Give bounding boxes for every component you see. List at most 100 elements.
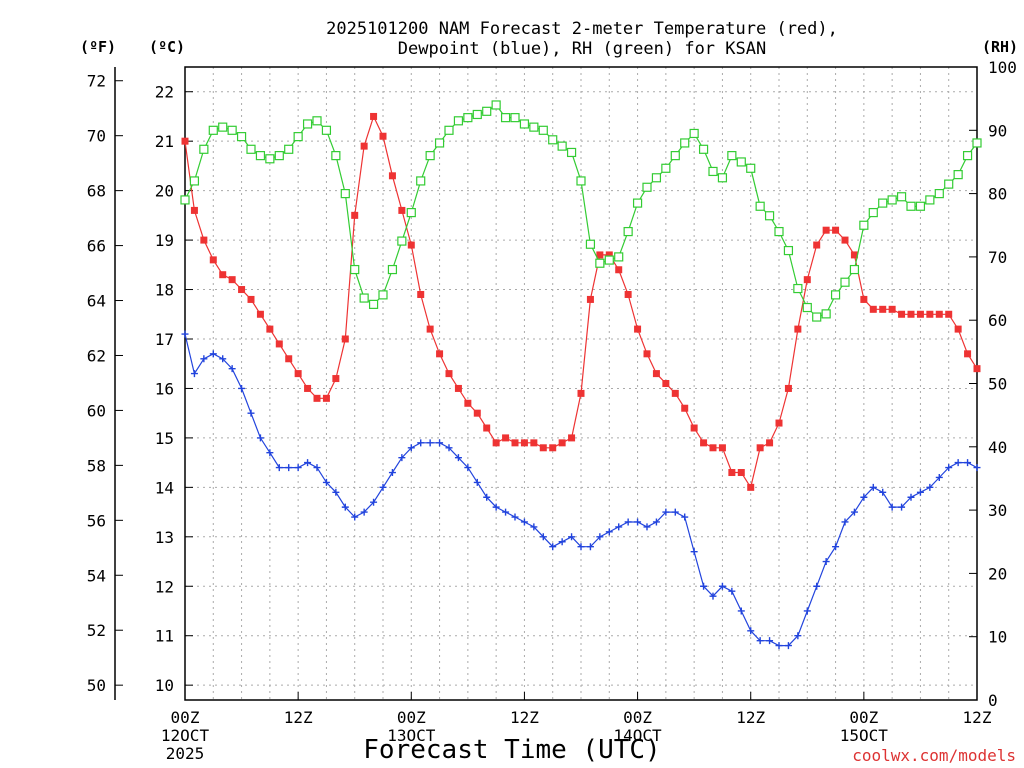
fahrenheit-tick-label: 66 — [87, 237, 106, 256]
rh-point — [453, 116, 464, 126]
celsius-tick-label: 18 — [155, 281, 174, 300]
rh-point — [859, 220, 869, 230]
temperature-point — [436, 350, 444, 358]
temperature-point — [539, 444, 547, 452]
dewpoint-point — [832, 543, 840, 551]
dewpoint-point — [304, 459, 312, 467]
rh-point — [510, 113, 520, 123]
rh-point — [878, 198, 888, 208]
dewpoint-point — [728, 587, 736, 595]
temperature-point — [832, 226, 840, 234]
dewpoint-point — [285, 464, 293, 472]
rh-point — [972, 138, 982, 148]
dewpoint-point — [473, 478, 481, 486]
rh-point — [416, 176, 426, 186]
rh-point — [717, 173, 728, 183]
celsius-tick-label: 17 — [155, 330, 174, 349]
temperature-point — [709, 444, 717, 452]
rh-point — [689, 128, 699, 139]
unit-label-rh: (RH) — [982, 38, 1018, 56]
rh-point — [359, 293, 369, 303]
rh-point — [840, 277, 850, 287]
celsius-tick-label: 21 — [155, 132, 174, 151]
temperature-point — [916, 310, 924, 318]
dewpoint-point — [209, 350, 217, 358]
dewpoint-point — [256, 434, 264, 442]
dewpoint-point — [454, 454, 462, 462]
rh-tick-label: 100 — [988, 58, 1017, 77]
temperature-point — [671, 389, 679, 397]
temperature-point — [860, 295, 868, 303]
unit-label-celsius: (ºC) — [149, 38, 185, 56]
temperature-point — [747, 483, 755, 491]
series-group-2 — [180, 100, 982, 322]
temperature-point — [549, 444, 557, 452]
temperature-point — [181, 137, 189, 145]
dewpoint-point — [624, 518, 632, 526]
dewpoint-point — [879, 488, 887, 496]
dewpoint-point — [700, 582, 708, 590]
rh-point — [830, 290, 841, 300]
rh-point — [585, 239, 596, 249]
temperature-point — [568, 434, 576, 442]
temperature-point — [869, 305, 877, 313]
rh-point — [746, 163, 756, 173]
x-axis-label: Forecast Time (UTC) — [363, 735, 660, 765]
dewpoint-point — [219, 355, 227, 363]
rh-point — [340, 189, 350, 199]
dewpoint-point — [351, 513, 359, 521]
dewpoint-point — [954, 459, 962, 467]
fahrenheit-tick-label: 54 — [87, 566, 106, 585]
dewpoint-point — [586, 543, 594, 551]
dewpoint-point — [502, 508, 510, 516]
rh-point — [595, 258, 605, 268]
x-tick-label-date: 14OCT — [613, 726, 662, 745]
rh-point — [934, 189, 944, 199]
temperature-point — [445, 370, 453, 378]
temperature-point — [351, 211, 359, 219]
dewpoint-point — [275, 464, 283, 472]
dewpoint-point — [945, 464, 953, 472]
dewpoint-point — [388, 469, 396, 477]
fahrenheit-tick-label: 72 — [87, 72, 106, 91]
rh-point — [783, 245, 794, 256]
rh-point — [698, 144, 709, 154]
temperature-point — [652, 370, 660, 378]
x-tick-label-hour: 00Z — [397, 708, 426, 727]
temperature-point — [935, 310, 943, 318]
x-tick-label-hour: 12Z — [736, 708, 765, 727]
rh-point — [274, 151, 284, 161]
temperature-point — [304, 384, 312, 392]
rh-point — [925, 195, 935, 205]
temperature-point — [662, 380, 670, 387]
temperature-point — [879, 305, 887, 313]
rh-point — [736, 157, 746, 167]
dewpoint-point — [775, 642, 783, 650]
x-tick-label-hour: 12Z — [963, 708, 992, 727]
dewpoint-point — [605, 528, 613, 536]
rh-point — [868, 207, 878, 218]
temperature-point — [228, 276, 236, 284]
temperature-point — [426, 325, 434, 333]
rh-point — [227, 125, 237, 135]
dewpoint-point — [813, 582, 821, 590]
dewpoint-point — [332, 488, 340, 496]
rh-point — [302, 119, 313, 129]
rh-point — [576, 176, 586, 186]
dewpoint-point — [294, 464, 302, 472]
rh-point — [670, 151, 680, 161]
dewpoint-point — [784, 642, 792, 650]
rh-tick-label: 40 — [988, 438, 1007, 457]
temperature-point — [898, 310, 906, 318]
dewpoint-point — [671, 508, 679, 516]
rh-point — [199, 144, 209, 154]
dewpoint-point — [436, 439, 444, 447]
dewpoint-point — [577, 543, 585, 551]
dewpoint-point — [907, 493, 915, 501]
rh-point — [482, 106, 492, 116]
dewpoint-point — [615, 523, 623, 531]
dewpoint-point — [643, 523, 651, 531]
temperature-point — [379, 132, 387, 140]
rh-point — [180, 195, 190, 205]
